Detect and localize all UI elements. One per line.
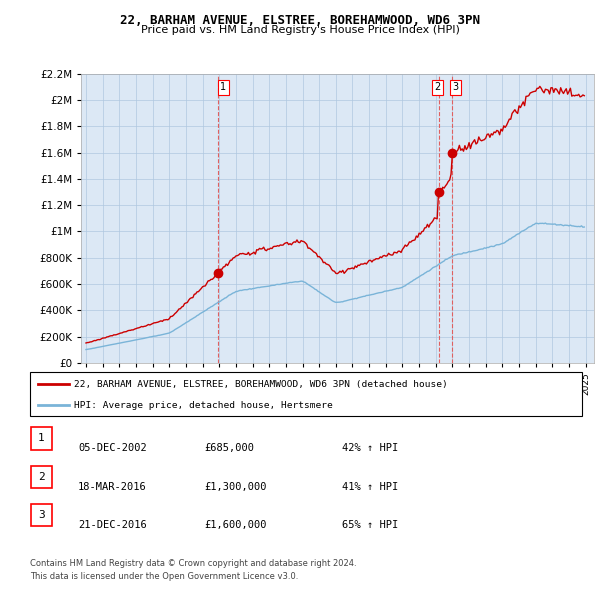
Text: This data is licensed under the Open Government Licence v3.0.: This data is licensed under the Open Gov…	[30, 572, 298, 581]
FancyBboxPatch shape	[30, 372, 582, 416]
Text: Contains HM Land Registry data © Crown copyright and database right 2024.: Contains HM Land Registry data © Crown c…	[30, 559, 356, 568]
FancyBboxPatch shape	[31, 466, 52, 488]
Text: 18-MAR-2016: 18-MAR-2016	[78, 482, 147, 491]
Text: 3: 3	[38, 510, 45, 520]
Text: 65% ↑ HPI: 65% ↑ HPI	[342, 520, 398, 530]
Text: 22, BARHAM AVENUE, ELSTREE, BOREHAMWOOD, WD6 3PN: 22, BARHAM AVENUE, ELSTREE, BOREHAMWOOD,…	[120, 14, 480, 27]
Text: HPI: Average price, detached house, Hertsmere: HPI: Average price, detached house, Hert…	[74, 401, 333, 410]
Text: 2: 2	[38, 472, 45, 482]
Text: 21-DEC-2016: 21-DEC-2016	[78, 520, 147, 530]
Text: 1: 1	[220, 83, 227, 93]
Text: 42% ↑ HPI: 42% ↑ HPI	[342, 444, 398, 453]
Text: £1,300,000: £1,300,000	[204, 482, 266, 491]
Text: Price paid vs. HM Land Registry's House Price Index (HPI): Price paid vs. HM Land Registry's House …	[140, 25, 460, 35]
Text: £1,600,000: £1,600,000	[204, 520, 266, 530]
Text: £685,000: £685,000	[204, 444, 254, 453]
Text: 1: 1	[38, 434, 45, 444]
Text: 3: 3	[453, 83, 459, 93]
FancyBboxPatch shape	[31, 504, 52, 526]
Text: 05-DEC-2002: 05-DEC-2002	[78, 444, 147, 453]
Text: 41% ↑ HPI: 41% ↑ HPI	[342, 482, 398, 491]
Text: 2: 2	[434, 83, 440, 93]
Text: 22, BARHAM AVENUE, ELSTREE, BOREHAMWOOD, WD6 3PN (detached house): 22, BARHAM AVENUE, ELSTREE, BOREHAMWOOD,…	[74, 379, 448, 389]
FancyBboxPatch shape	[31, 427, 52, 450]
